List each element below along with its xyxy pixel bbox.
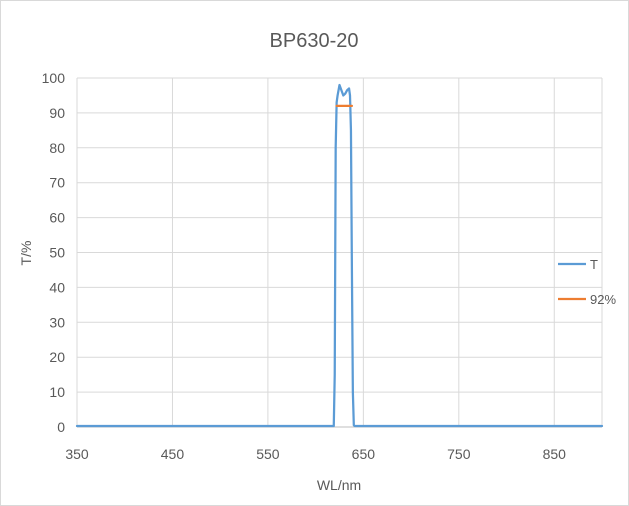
y-tick-labels: 0 10 20 30 40 50 60 70 80 90 100 — [42, 70, 66, 435]
y-axis-label: T/% — [18, 241, 34, 266]
legend: T 92% — [558, 257, 616, 307]
y-tick-label: 100 — [42, 70, 66, 86]
y-tick-label: 90 — [49, 105, 65, 121]
x-axis-label: WL/nm — [317, 477, 361, 493]
x-tick-label: 750 — [447, 446, 471, 462]
series-line-t — [75, 83, 604, 428]
y-tick-label: 70 — [49, 175, 65, 191]
x-tick-labels: 350 450 550 650 750 850 — [65, 446, 566, 462]
x-tick-label: 350 — [65, 446, 89, 462]
grid-lines — [77, 77, 603, 427]
y-tick-label: 50 — [49, 245, 65, 261]
y-tick-label: 0 — [57, 419, 65, 435]
legend-label: T — [590, 257, 598, 272]
chart-title: BP630-20 — [270, 30, 359, 52]
x-tick-label: 550 — [256, 446, 280, 462]
y-tick-label: 60 — [49, 210, 65, 226]
y-tick-label: 80 — [49, 140, 65, 156]
legend-label: 92% — [590, 292, 616, 307]
x-tick-label: 650 — [352, 446, 376, 462]
series-layer — [75, 83, 604, 428]
y-tick-label: 10 — [49, 384, 65, 400]
y-tick-label: 30 — [49, 314, 65, 330]
y-tick-label: 40 — [49, 279, 65, 295]
x-tick-label: 450 — [161, 446, 185, 462]
y-tick-label: 20 — [49, 349, 65, 365]
x-tick-label: 850 — [543, 446, 567, 462]
